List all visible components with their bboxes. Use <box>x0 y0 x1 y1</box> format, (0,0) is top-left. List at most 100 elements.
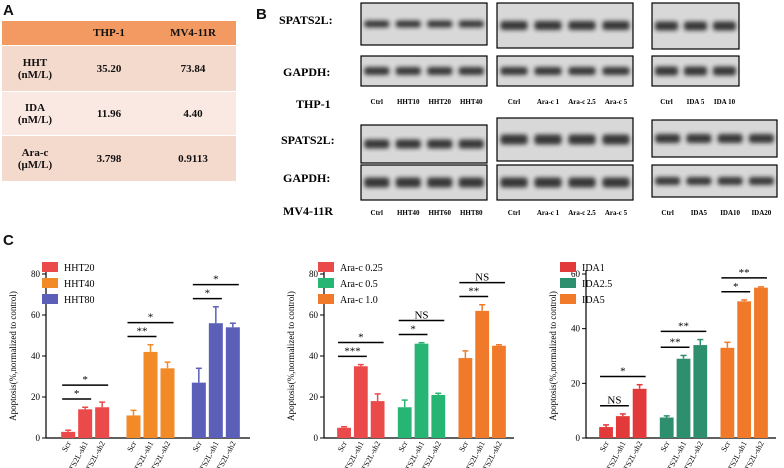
significance-label: * <box>82 374 88 386</box>
lane-label: Ara-c 1 <box>537 98 560 106</box>
blot-band <box>686 177 712 185</box>
table-cell: 4.40 <box>150 91 236 136</box>
significance-label: * <box>358 331 364 343</box>
blot-band <box>534 67 562 75</box>
bar <box>414 343 429 438</box>
significance-label: NS <box>607 395 621 407</box>
blot-band <box>717 134 743 143</box>
lane-label: Ara-c 2.5 <box>568 98 596 106</box>
y-tick-label: 20 <box>31 392 41 402</box>
bar <box>370 401 385 438</box>
blot-band <box>458 177 484 188</box>
significance-label: NS <box>414 310 428 322</box>
bar <box>632 388 647 438</box>
significance-label: * <box>205 288 211 300</box>
blot-band <box>364 139 390 149</box>
blot-band <box>568 67 596 75</box>
bar <box>615 416 630 438</box>
blot-mv4-hht-spats2l <box>360 124 488 164</box>
bar <box>143 351 158 438</box>
bar <box>353 366 368 438</box>
x-tick-label: Scr <box>659 439 672 453</box>
y-tick-label: 0 <box>314 433 319 443</box>
blot-band <box>395 67 421 75</box>
bar <box>693 345 708 438</box>
blot-thp1-arac-spats2l <box>496 2 634 49</box>
x-tick-label: Scr <box>598 439 611 453</box>
ic50-table: THP-1 MV4-11R HHT (nM/L) 35.20 73.84 IDA(… <box>2 20 236 181</box>
blot-band <box>712 21 737 31</box>
bar <box>676 358 691 438</box>
x-tick-label: Scr <box>336 439 349 453</box>
lane-label: Ara-c 1 <box>537 209 560 217</box>
blot-band <box>500 134 528 145</box>
blot-band <box>427 20 453 28</box>
blot-band <box>500 177 528 188</box>
blot-band <box>683 21 708 31</box>
lane-label: Ctrl <box>371 98 383 106</box>
table-header-row: THP-1 MV4-11R <box>2 20 236 46</box>
lane-label: Ara-c 5 <box>605 98 628 106</box>
legend-swatch <box>560 262 576 272</box>
bar <box>191 382 206 438</box>
significance-label: NS <box>475 272 489 284</box>
y-tick-label: 60 <box>309 310 319 320</box>
blot-band <box>364 177 390 188</box>
bar <box>225 327 240 438</box>
lane-label: Ctrl <box>660 98 672 106</box>
lane-label: Ctrl <box>508 209 520 217</box>
bar <box>475 310 490 438</box>
bar <box>208 323 223 438</box>
legend-label: HHT20 <box>64 263 95 274</box>
lane-label: Ara-c 5 <box>605 209 628 217</box>
bar <box>95 407 110 438</box>
y-axis-label: Apoptosis(%,normalized to control) <box>8 291 18 421</box>
spats2l-label-bottom: SPATS2L: <box>281 133 335 147</box>
lane-label: HHT10 <box>397 98 420 106</box>
blot-mv4-arac-spats2l <box>496 117 634 162</box>
blot-band <box>655 177 681 185</box>
blot-thp1-hht-gapdh <box>360 55 488 87</box>
blot-band <box>654 21 679 31</box>
blot-band <box>395 20 421 28</box>
apoptosis-chart-arac: Apoptosis(%,normalized to control) 0 20 40 6… <box>286 262 514 468</box>
blot-band <box>500 67 528 75</box>
apoptosis-chart-hht: Apoptosis(%,normalized to control) 0 20 40 6… <box>8 262 250 468</box>
table-cell: 11.96 <box>68 91 150 136</box>
lane-label: IDA5 <box>691 209 708 217</box>
blot-thp1-arac-gapdh <box>496 55 634 87</box>
bar <box>737 301 752 438</box>
blot-band <box>427 139 453 149</box>
lane-label: HHT40 <box>397 209 420 217</box>
blot-band <box>568 21 596 30</box>
bar <box>659 417 674 438</box>
legend-label: Ara-c 1.0 <box>340 295 378 306</box>
table-row: HHT (nM/L) 35.20 73.84 <box>2 45 236 92</box>
lane-label: Ctrl <box>371 209 383 217</box>
lane-label: Ctrl <box>508 98 520 106</box>
lane-label: HHT80 <box>460 209 483 217</box>
blot-band <box>686 134 712 143</box>
legend-swatch <box>318 262 334 272</box>
blot-band <box>654 66 679 76</box>
bar <box>720 347 735 438</box>
significance-label: * <box>148 312 154 324</box>
bar <box>431 394 446 438</box>
significance-label: * <box>74 388 80 400</box>
lane-label: HHT20 <box>428 98 451 106</box>
lane-label: Ara-c 2.5 <box>568 209 596 217</box>
lane-label: HHT60 <box>428 209 451 217</box>
legend-label: IDA1 <box>582 263 605 274</box>
bar <box>61 431 76 438</box>
x-tick-label: Scr <box>719 439 732 453</box>
significance-label: * <box>213 274 219 286</box>
blot-band <box>602 67 630 75</box>
blot-band <box>748 134 774 143</box>
bar <box>78 409 93 438</box>
legend-label: Ara-c 0.5 <box>340 279 378 290</box>
x-tick-label: Scr <box>191 439 204 453</box>
legend-swatch <box>42 262 58 272</box>
x-tick-label: Scr <box>60 439 73 453</box>
bar <box>458 358 473 438</box>
legend-label: Ara-c 0.25 <box>340 263 383 274</box>
